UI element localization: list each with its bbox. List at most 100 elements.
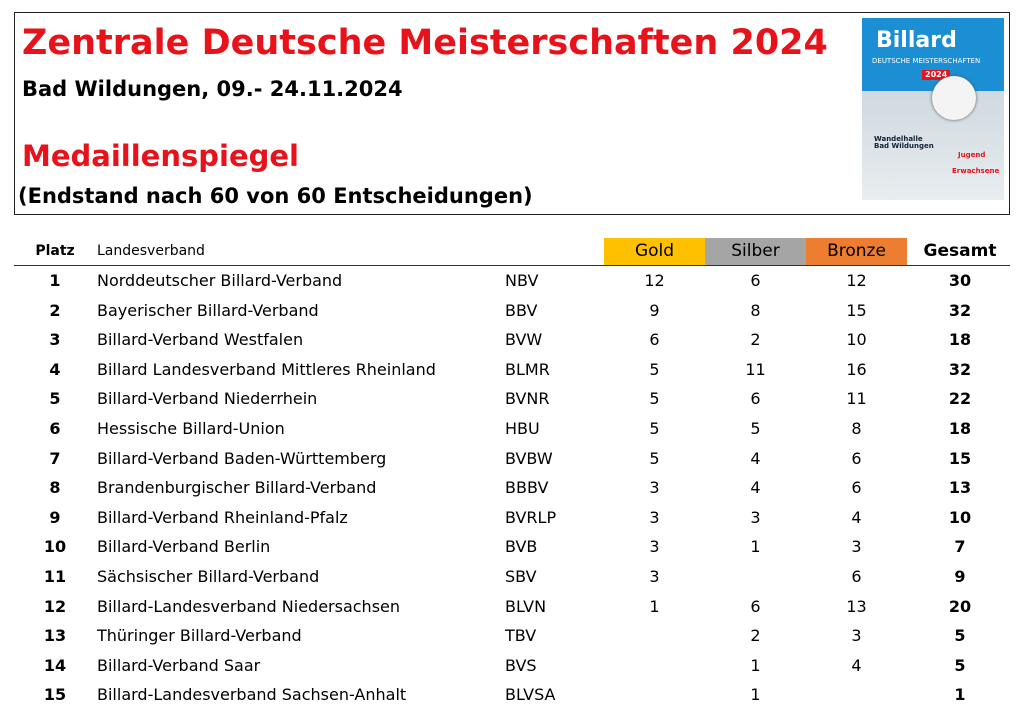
gold: 5 [649, 359, 660, 379]
total: 1 [954, 685, 966, 705]
rank: 15 [43, 685, 67, 705]
rank: 7 [49, 448, 61, 468]
rank: 8 [49, 478, 61, 498]
total: 5 [954, 655, 966, 675]
total: 7 [954, 537, 966, 557]
abbreviation: BLVN [505, 596, 547, 616]
silver: 1 [750, 655, 761, 675]
association: Billard Landesverband Mittleres Rheinlan… [97, 359, 436, 379]
abbreviation: BBBV [505, 478, 549, 498]
silver: 3 [750, 507, 761, 527]
gold: 3 [649, 478, 660, 498]
association: Sächsischer Billard-Verband [97, 567, 320, 586]
subtitle: Bad Wildungen, 09.- 24.11.2024 [22, 77, 403, 101]
bronze: 11 [846, 389, 867, 409]
gold: 5 [649, 448, 660, 468]
abbreviation: BVRLP [505, 507, 557, 527]
gold: 1 [649, 596, 660, 616]
total: 9 [954, 567, 966, 586]
association: Billard-Verband Niederrhein [97, 389, 318, 409]
bronze: 16 [846, 359, 867, 379]
silver: 6 [750, 596, 761, 616]
total: 18 [948, 419, 972, 438]
association: Billard-Verband Berlin [97, 537, 271, 557]
association: Billard-Verband Westfalen [97, 330, 304, 350]
column-header: Gesamt [923, 241, 997, 261]
gold: 5 [649, 419, 660, 438]
total: 32 [948, 359, 972, 379]
abbreviation: BBV [505, 300, 538, 320]
abbreviation: BVW [505, 330, 543, 350]
silver: 11 [745, 359, 766, 379]
total: 32 [948, 300, 972, 320]
heading: Medaillenspiegel [22, 139, 299, 173]
poster-adults: Erwachsene [952, 167, 1000, 175]
association: Billard-Landesverband Sachsen-Anhalt [97, 685, 407, 705]
total: 18 [948, 330, 972, 350]
silver: 2 [750, 626, 761, 646]
association: Bayerischer Billard-Verband [97, 300, 319, 320]
silver: 5 [750, 419, 761, 438]
total: 22 [948, 389, 972, 409]
abbreviation: BVS [505, 655, 537, 675]
gold: 9 [649, 300, 660, 320]
association: Hessische Billard-Union [97, 419, 285, 438]
total: 10 [948, 507, 972, 527]
total: 5 [954, 626, 966, 646]
rank: 5 [49, 389, 61, 409]
poster-brand: Billard [876, 28, 957, 53]
gold: 12 [644, 271, 665, 290]
association: Brandenburgischer Billard-Verband [97, 478, 377, 498]
bronze: 4 [851, 655, 862, 675]
silver: 4 [750, 478, 761, 498]
association: Billard-Verband Rheinland-Pfalz [97, 507, 348, 527]
bronze: 12 [846, 271, 867, 290]
abbreviation: BLMR [505, 359, 550, 379]
poster-youth: Jugend [958, 151, 986, 159]
gold: 6 [649, 330, 660, 350]
bronze: 3 [851, 537, 862, 557]
abbreviation: HBU [505, 419, 540, 438]
column-header: Platz [35, 243, 75, 259]
silver: 1 [750, 537, 761, 557]
rank: 2 [49, 300, 61, 320]
header-rule [14, 265, 1010, 266]
association: Billard-Verband Baden-Württemberg [97, 448, 387, 468]
bronze: 4 [851, 507, 862, 527]
bronze: 15 [846, 300, 867, 320]
title: Zentrale Deutsche Meisterschaften 2024 [22, 23, 828, 63]
rank: 11 [43, 567, 67, 586]
rank: 13 [43, 626, 67, 646]
abbreviation: BVBW [505, 448, 553, 468]
abbreviation: SBV [505, 567, 537, 586]
gold: 3 [649, 507, 660, 527]
poster-year: 2024 [922, 70, 951, 80]
abbreviation: BLVSA [505, 685, 556, 705]
column-header: Gold [604, 238, 705, 265]
poster-ball [932, 76, 976, 120]
abbreviation: BVB [505, 537, 538, 557]
rank: 3 [49, 330, 61, 350]
total: 15 [948, 448, 972, 468]
column-header: Bronze [806, 238, 907, 265]
silver: 1 [750, 685, 761, 705]
association: Billard-Verband Saar [97, 655, 261, 675]
bronze: 3 [851, 626, 862, 646]
rank: 9 [49, 507, 61, 527]
bronze: 10 [846, 330, 867, 350]
gold: 3 [649, 537, 660, 557]
silver: 4 [750, 448, 761, 468]
rank: 10 [43, 537, 67, 557]
silver: 6 [750, 389, 761, 409]
total: 20 [948, 596, 972, 616]
rank: 12 [43, 596, 67, 616]
gold: 5 [649, 389, 660, 409]
association: Norddeutscher Billard-Verband [97, 271, 343, 290]
rank: 6 [49, 419, 61, 438]
bronze: 6 [851, 567, 862, 586]
header-box [14, 12, 1010, 215]
silver: 8 [750, 300, 761, 320]
total: 30 [948, 271, 972, 290]
association: Thüringer Billard-Verband [97, 626, 302, 646]
poster: Billard DEUTSCHE MEISTERSCHAFTEN 2024 Wa… [862, 18, 1004, 200]
